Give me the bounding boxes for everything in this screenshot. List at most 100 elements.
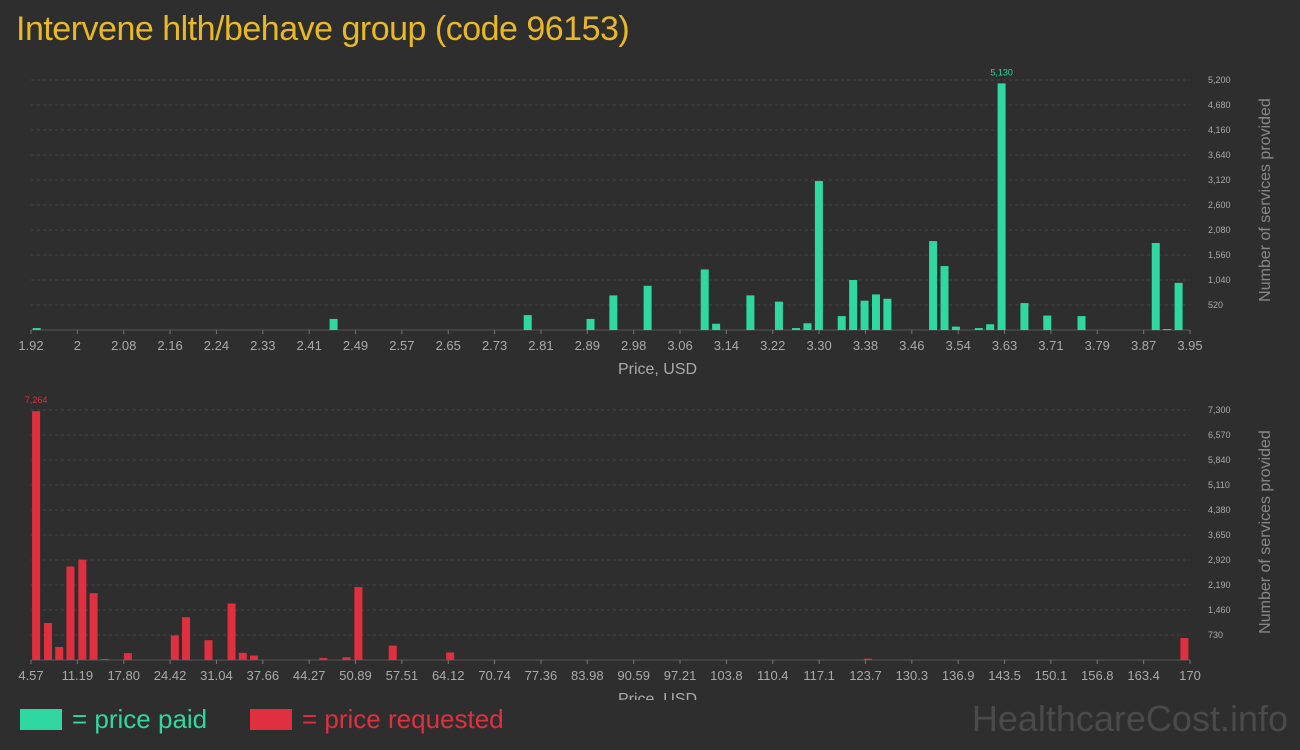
bar [329,318,338,330]
x-tick-label: 11.19 [62,668,94,683]
legend-label-paid: = price paid [72,704,208,734]
y-tick-label: 1,460 [1208,605,1231,615]
bar [319,657,328,660]
x-tick-label: 2.65 [436,338,461,353]
legend-price-paid: = price paid [20,704,207,735]
x-tick-label: 3.95 [1177,338,1202,353]
bar [974,328,983,330]
x-tick-label: 2.81 [528,338,553,353]
x-tick-label: 123.7 [849,668,882,683]
x-tick-label: 3.14 [714,338,739,353]
y-tick-label: 1,040 [1208,275,1231,285]
x-tick-label: 2.33 [250,338,275,353]
bar [227,603,236,660]
y-tick-label: 1,560 [1208,250,1231,260]
bar [342,657,351,660]
x-tick-label: 2.08 [111,338,136,353]
y-tick-label: 2,190 [1208,580,1231,590]
y-tick-label: 3,120 [1208,175,1231,185]
x-tick-label: 3.87 [1131,338,1156,353]
bar [986,324,995,330]
bar [238,652,247,660]
x-tick-label: 3.06 [667,338,692,353]
page-title: Intervene hlth/behave group (code 96153) [16,10,630,48]
bar [863,658,872,660]
x-tick-label: 170 [1179,668,1201,683]
bar [89,593,98,660]
bar [849,280,858,330]
bar [792,328,801,330]
x-tick-label: 97.21 [664,668,697,683]
legend-price-requested: = price requested [250,704,504,735]
y-axis-label: Number of services provided [1257,430,1274,634]
x-tick-label: 4.57 [18,668,43,683]
y-tick-label: 2,920 [1208,555,1231,565]
x-tick-label: 50.89 [339,668,372,683]
price-requested-chart: 730 1,460 2,190 2,920 3,650 4,380 5,110 5,840 6,… [18,395,1274,700]
bar [586,318,595,330]
y-tick-label: 5,110 [1208,480,1230,490]
x-tick-label: 156.8 [1081,668,1114,683]
y-tick-label: 3,640 [1208,150,1231,160]
x-tick-label: 70.74 [478,668,511,683]
x-tick-label: 2.57 [389,338,414,353]
x-tick-label: 3.22 [760,338,785,353]
x-tick-label: 2.49 [343,338,368,353]
x-tick-label: 1.92 [18,338,43,353]
watermark: HealthcareCost.info [971,698,1288,739]
x-tick-label: 110.4 [757,668,789,683]
bar [66,566,75,660]
bar [78,559,87,660]
x-tick-label: 17.80 [107,668,140,683]
x-tick-label: 2.73 [482,338,507,353]
y-tick-label: 730 [1208,630,1223,640]
x-tick-label: 143.5 [988,668,1021,683]
bar [774,301,783,330]
bar [814,180,823,330]
bar [883,298,892,330]
x-tick-label: 2.24 [204,338,229,353]
bar [446,652,455,660]
bar [1163,329,1172,331]
x-tick-label: 2 [74,338,81,353]
y-axis-label: Number of services provided [1257,98,1274,302]
bar [100,658,109,660]
x-tick-label: 3.30 [806,338,831,353]
bar [951,326,960,330]
x-tick-label: 83.98 [571,668,604,683]
bar [170,635,179,660]
x-axis-label: Price, USD [618,691,697,700]
x-tick-label: 130.3 [896,668,929,683]
x-tick-label: 2.41 [297,338,322,353]
x-tick-label: 57.51 [386,668,419,683]
x-tick-label: 64.12 [432,668,465,683]
bar [860,300,869,330]
x-tick-label: 2.16 [157,338,182,353]
bar [700,269,709,330]
bar [1174,282,1183,330]
x-tick-label: 117.1 [803,668,835,683]
bar [837,316,846,330]
bar [1020,303,1029,330]
x-tick-label: 3.71 [1038,338,1063,353]
bar [388,645,397,660]
y-tick-label: 3,650 [1208,530,1231,540]
bar [1151,242,1160,330]
bar [55,646,64,660]
y-tick-label: 4,680 [1208,100,1231,110]
charts-canvas: 520 1,040 1,560 2,080 2,600 3,120 3,640 4,160 4,… [18,67,1274,700]
y-tick-label: 5,840 [1208,455,1231,465]
bar [250,655,259,660]
y-tick-label: 7,300 [1208,405,1231,415]
x-tick-label: 2.89 [575,338,600,353]
x-tick-label: 3.38 [853,338,878,353]
y-tick-label: 5,200 [1208,75,1231,85]
x-tick-label: 150.1 [1035,668,1068,683]
bar [746,295,755,330]
bar [940,266,949,330]
bar [1180,638,1189,660]
x-tick-label: 2.98 [621,338,646,353]
y-tick-label: 520 [1208,300,1223,310]
x-tick-label: 3.46 [899,338,924,353]
bar [354,587,363,660]
